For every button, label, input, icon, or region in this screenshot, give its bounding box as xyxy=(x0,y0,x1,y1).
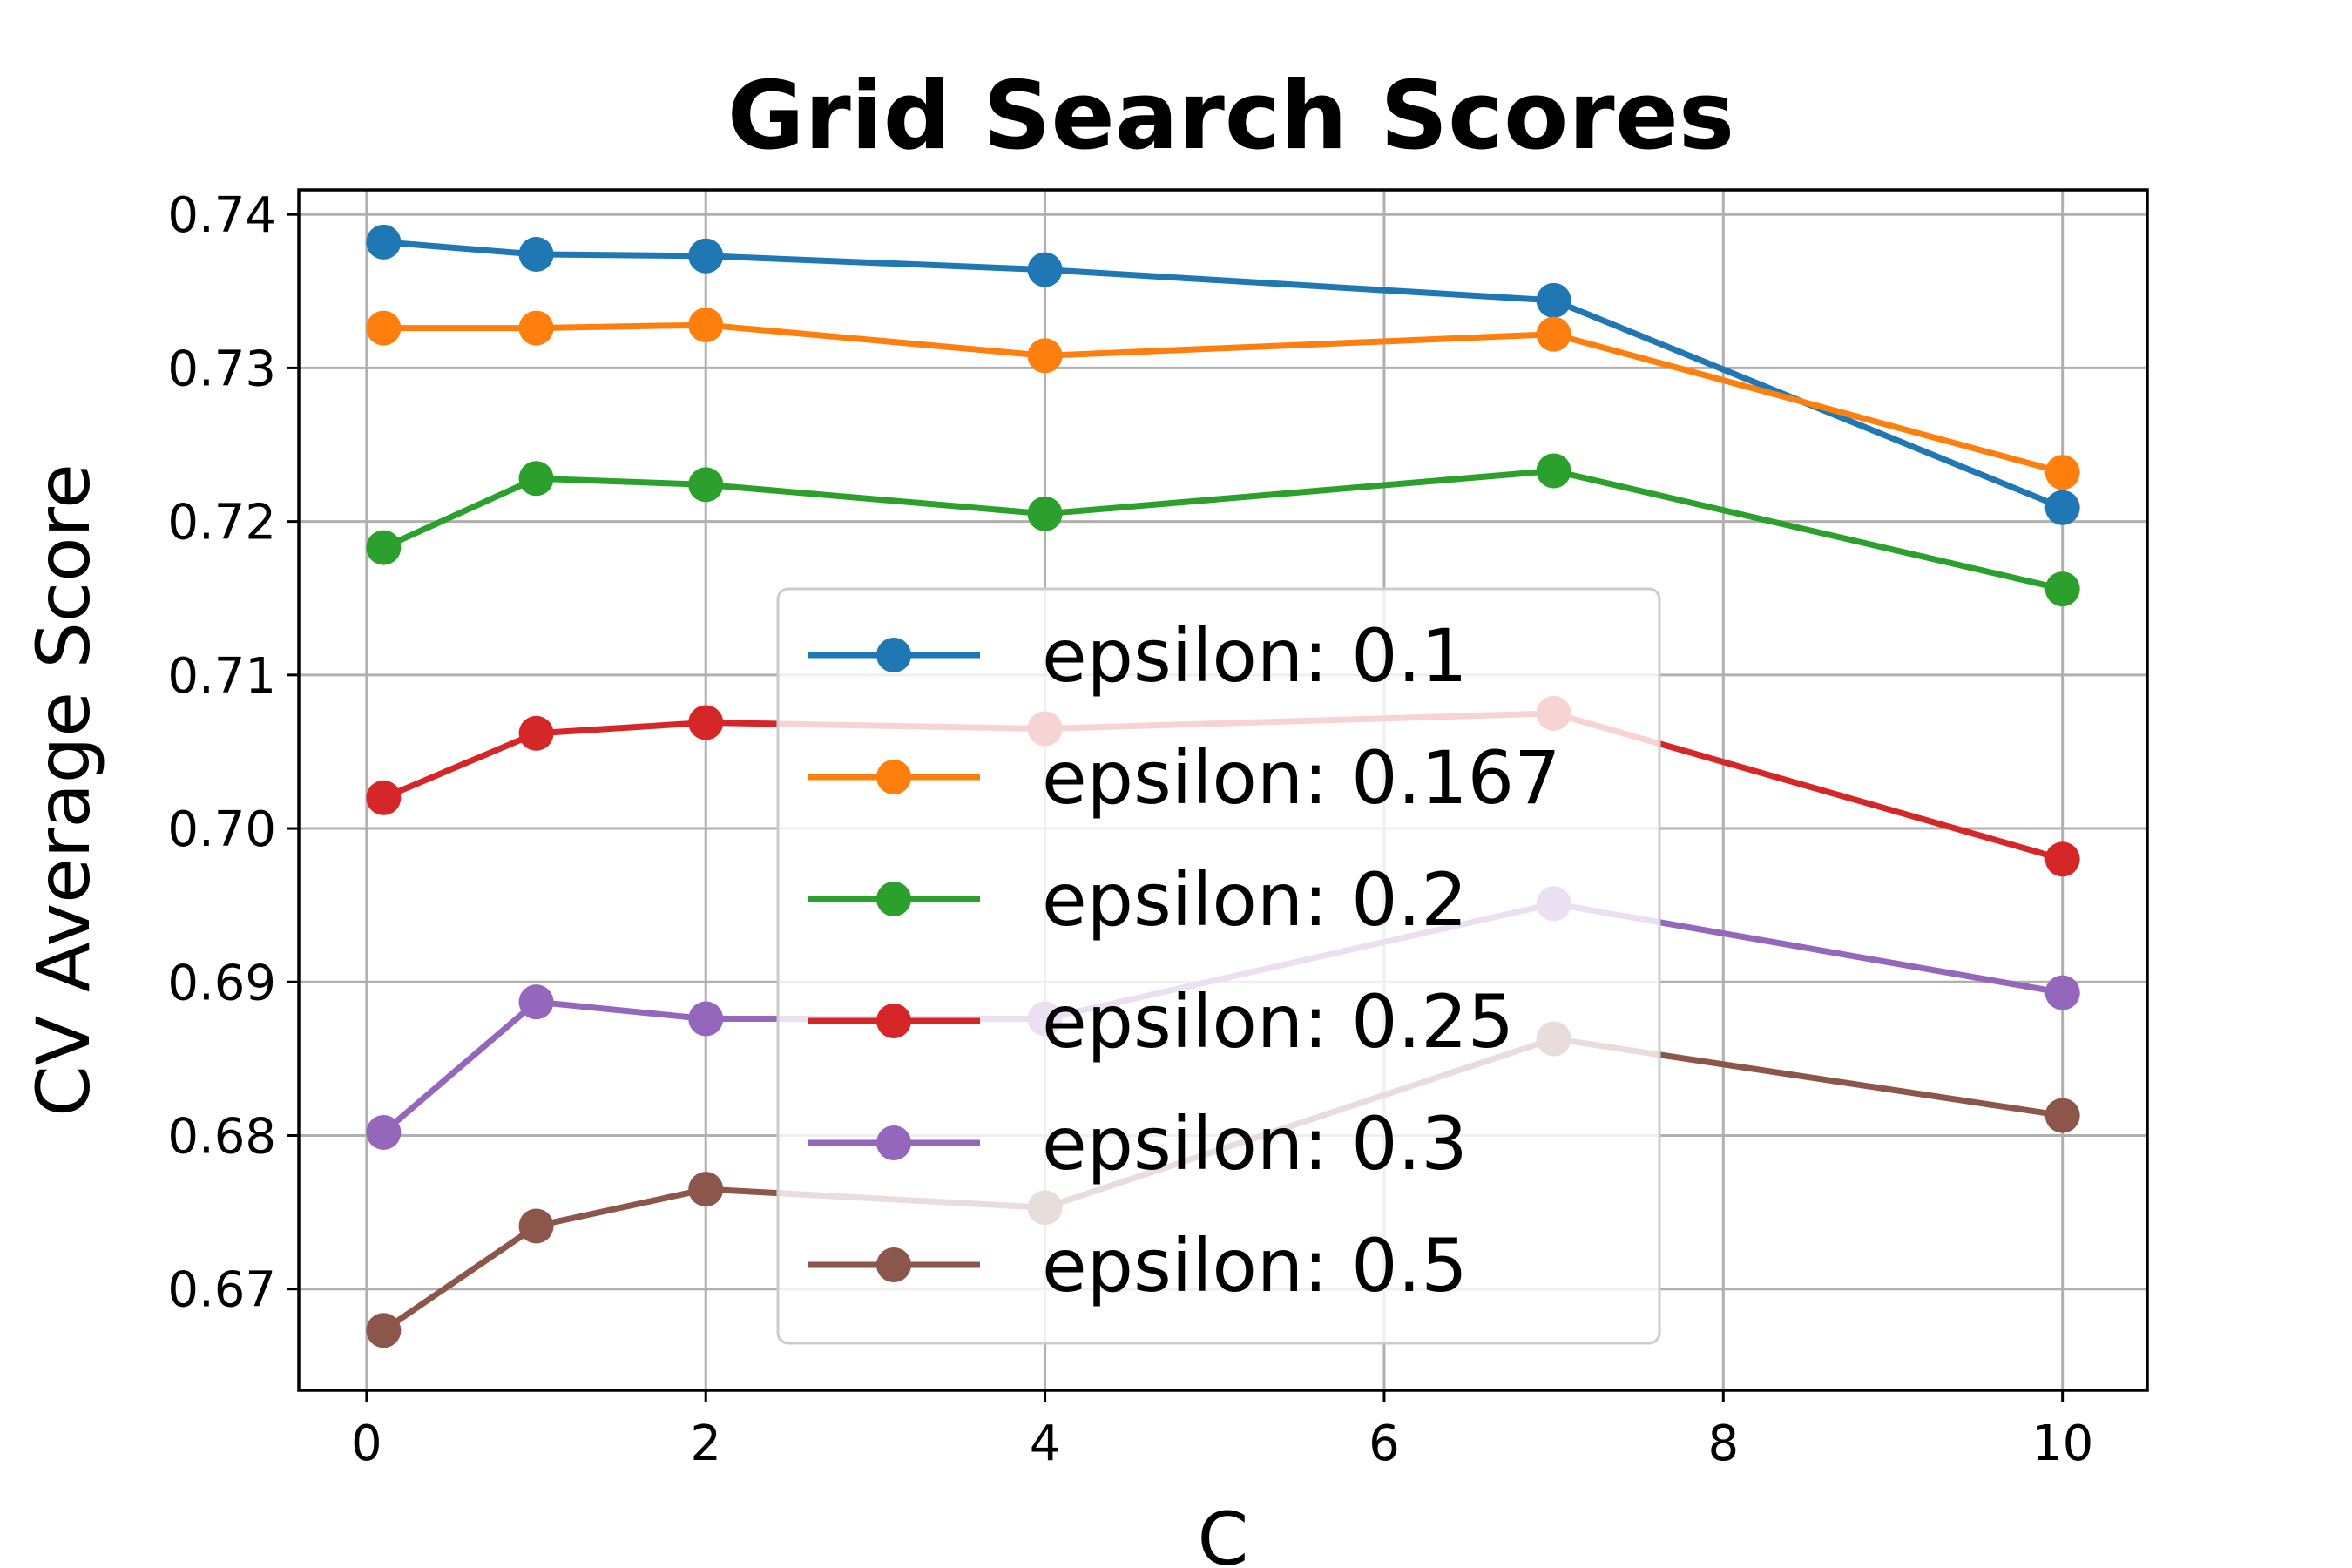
legend-marker xyxy=(876,1125,911,1160)
y-axis-label: CV Average Score xyxy=(21,463,106,1117)
data-point xyxy=(366,530,402,565)
data-point xyxy=(2044,490,2080,525)
y-tick-label: 0.71 xyxy=(167,648,276,705)
data-point xyxy=(688,1001,724,1037)
legend-entry: epsilon: 0.2 xyxy=(808,857,1468,943)
plot-frame xyxy=(297,188,2149,1392)
data-point xyxy=(366,310,402,346)
y-tick-label: 0.70 xyxy=(167,801,276,858)
data-point xyxy=(2044,1098,2080,1133)
x-axis-label: C xyxy=(1198,1497,1249,1568)
data-point xyxy=(1536,316,1571,352)
x-tick-label: 0 xyxy=(351,1416,382,1472)
y-tick-label: 0.72 xyxy=(167,495,276,551)
y-tick-label: 0.68 xyxy=(167,1108,276,1165)
data-point xyxy=(688,308,724,343)
y-tick-label: 0.74 xyxy=(167,187,276,244)
legend-entry: epsilon: 0.167 xyxy=(808,735,1561,821)
legend-marker xyxy=(876,1004,911,1038)
data-point xyxy=(518,310,554,346)
data-point xyxy=(1536,453,1571,489)
series-line xyxy=(382,467,2064,592)
x-tick-label: 10 xyxy=(2031,1416,2093,1472)
x-tick-label: 4 xyxy=(1030,1416,1061,1472)
data-point xyxy=(518,237,554,273)
legend-marker xyxy=(876,638,911,672)
legend-marker xyxy=(876,882,911,916)
x-tick-label: 6 xyxy=(1369,1416,1400,1472)
data-point xyxy=(518,715,554,751)
x-tick-label: 8 xyxy=(1707,1416,1739,1472)
data-point xyxy=(366,1313,402,1348)
data-point xyxy=(518,984,554,1020)
data-point xyxy=(688,238,724,274)
chart-title: Grid Search Scores xyxy=(727,62,1734,171)
data-point xyxy=(688,705,724,740)
y-tick-label: 0.67 xyxy=(167,1262,276,1319)
legend-label: epsilon: 0.5 xyxy=(1042,1223,1468,1308)
data-point xyxy=(2044,571,2080,607)
data-point xyxy=(688,1172,724,1207)
legend-entry: epsilon: 0.1 xyxy=(808,613,1468,699)
legend-entry: epsilon: 0.25 xyxy=(808,979,1514,1064)
data-point xyxy=(1027,252,1063,287)
legend-label: epsilon: 0.3 xyxy=(1042,1101,1468,1186)
legend-marker xyxy=(876,1247,911,1282)
data-point xyxy=(366,224,402,260)
series-line xyxy=(383,239,2064,511)
data-point xyxy=(366,1114,402,1150)
y-tick-label: 0.69 xyxy=(167,955,276,1011)
grid xyxy=(299,190,2147,1390)
data-point xyxy=(366,780,402,815)
data-point xyxy=(518,1208,554,1244)
legend-entry: epsilon: 0.5 xyxy=(808,1223,1468,1308)
legend-label: epsilon: 0.167 xyxy=(1042,735,1561,821)
series-0 xyxy=(366,224,2080,525)
legend-entry: epsilon: 0.3 xyxy=(808,1101,1468,1186)
data-point xyxy=(2044,841,2080,877)
data-point xyxy=(518,461,554,497)
legend-label: epsilon: 0.2 xyxy=(1042,857,1468,943)
legend-label: epsilon: 0.25 xyxy=(1042,979,1514,1064)
ticks: 0 2 4 6 8 10 0.67 0.68 0.69 0.70 0.71 0.72 0.73 0.74 xyxy=(167,187,2093,1472)
data-point xyxy=(1027,496,1063,531)
data-point xyxy=(1536,282,1571,318)
data-point xyxy=(2044,455,2080,490)
legend-label: epsilon: 0.1 xyxy=(1042,613,1468,699)
series-1 xyxy=(366,308,2080,490)
y-tick-label: 0.73 xyxy=(167,341,276,397)
data-point xyxy=(688,467,724,503)
legend-marker xyxy=(876,760,911,794)
data-point xyxy=(2044,975,2080,1010)
legend-box xyxy=(776,587,1661,1345)
data-point xyxy=(1027,338,1063,374)
series-2 xyxy=(366,453,2080,607)
legend: epsilon: 0.1 epsilon: 0.167 epsilon: 0.2 ep… xyxy=(776,587,1661,1345)
series-line xyxy=(383,321,2064,476)
x-tick-label: 2 xyxy=(690,1416,721,1472)
